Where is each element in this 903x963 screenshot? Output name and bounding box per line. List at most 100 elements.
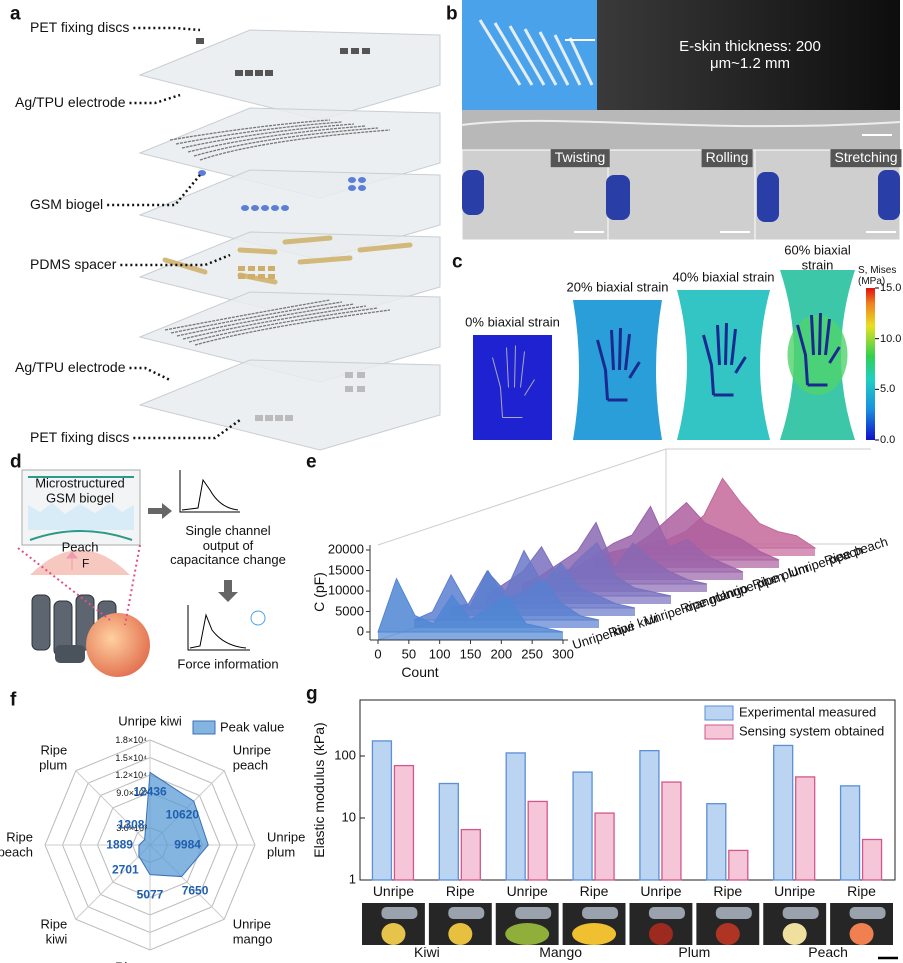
radar-spoke	[75, 770, 151, 846]
disc	[362, 48, 370, 54]
fruit	[448, 923, 473, 945]
value-label: 5077	[136, 886, 164, 901]
disc	[351, 48, 359, 54]
photo-inset	[462, 0, 597, 110]
bar	[460, 828, 481, 881]
electrode-trace	[176, 303, 355, 337]
thickness-label: E-skin thickness: 200 μm~1.2 mm	[679, 38, 821, 72]
r-tick-label: 1.5×10⁴	[115, 752, 147, 763]
sensor-label: Microstructured GSM biogel	[35, 475, 125, 505]
disc	[285, 415, 293, 421]
fruit	[782, 923, 807, 945]
spacer	[237, 247, 278, 255]
legend-swatch	[192, 720, 216, 735]
biogel-dot	[251, 205, 259, 211]
ridge	[521, 521, 708, 585]
gripper	[448, 907, 485, 919]
inset-strip	[508, 25, 546, 86]
bar	[438, 782, 459, 881]
strain-label: 60% biaxial strain	[784, 242, 851, 272]
x-tick-label: Unripe	[774, 883, 816, 900]
disc	[265, 415, 273, 421]
leader-line	[133, 418, 241, 440]
value-label: 10620	[165, 807, 200, 822]
disc	[245, 70, 253, 76]
value-label: 7650	[181, 882, 209, 897]
fruit	[572, 923, 617, 945]
disc	[345, 386, 353, 392]
callout	[17, 544, 141, 626]
x-tick-label: Unripe	[506, 883, 548, 900]
gripper	[582, 907, 619, 919]
bar	[795, 776, 816, 881]
disc	[340, 48, 348, 54]
category-label: Unripe kiwi	[118, 713, 182, 729]
strain-label: 0% biaxial strain	[465, 314, 560, 330]
signal-curve	[181, 478, 239, 511]
panel-label: f	[10, 689, 17, 711]
spacer-pad	[268, 274, 275, 279]
x-tick-label: 50	[401, 646, 417, 662]
group-label: Plum	[678, 944, 711, 961]
spacer-pad	[248, 274, 255, 279]
touch-icon	[250, 610, 266, 626]
value-label: 1308	[117, 817, 145, 832]
fruit	[648, 923, 673, 945]
glove	[462, 170, 484, 215]
bar	[728, 849, 749, 881]
disc	[265, 70, 273, 76]
category-label: Unripe peach	[232, 742, 272, 773]
fruit	[849, 923, 874, 945]
x-axis-label: Count	[401, 664, 439, 681]
inset-strip	[523, 28, 558, 86]
spacer-pad	[258, 266, 265, 271]
spacer-pad	[248, 266, 255, 271]
y-tick-label: 15000	[327, 562, 364, 578]
category-label: Ripe plum	[39, 742, 68, 773]
group-label: Kiwi	[414, 944, 440, 961]
fruit	[505, 923, 550, 945]
y-axis-label: Elastic modulus (kPa)	[311, 722, 328, 858]
biogel-dot	[271, 205, 279, 211]
spacer-pad	[258, 274, 265, 279]
y-tick-label: 1	[348, 871, 356, 887]
radar-spoke	[75, 844, 151, 920]
disc	[235, 70, 243, 76]
hand-outline	[492, 345, 535, 418]
group-label: Peach	[808, 944, 848, 961]
spacer-pad	[268, 266, 275, 271]
bar	[839, 785, 861, 881]
deformation-label: Stretching	[830, 149, 902, 167]
glove	[606, 175, 630, 220]
sensor-base	[29, 530, 133, 541]
bar	[706, 803, 727, 881]
spacer	[162, 257, 208, 275]
bar	[572, 771, 593, 881]
x-tick-label: Ripe	[713, 883, 743, 900]
value-label: 12436	[133, 784, 167, 799]
spacer	[357, 242, 413, 253]
spacer	[282, 235, 333, 245]
hand-outline	[702, 322, 747, 397]
panel-label: e	[306, 451, 317, 473]
group-label: Mango	[539, 944, 583, 961]
disc	[255, 415, 263, 421]
category-label: Ripe peach	[0, 829, 33, 859]
y-tick-label: 10	[341, 809, 356, 825]
gripper	[515, 907, 552, 919]
r-tick-label: 1.2×10⁴	[115, 769, 147, 780]
x-tick-label: Ripe	[579, 883, 609, 900]
y-tick-label: 100	[334, 747, 356, 763]
electrode-trace	[193, 127, 379, 157]
electrode-trace	[187, 125, 367, 153]
hand-outline	[796, 312, 841, 387]
force-plot	[187, 605, 250, 651]
deformation-label: Twisting	[550, 149, 610, 167]
colorbar-tick-label: 5.0	[880, 383, 896, 396]
strain-label: 20% biaxial strain	[566, 279, 669, 295]
object-label: Peach	[61, 539, 99, 555]
fruit	[715, 923, 740, 945]
force-arrow	[65, 551, 79, 570]
strain-sample	[573, 300, 662, 440]
